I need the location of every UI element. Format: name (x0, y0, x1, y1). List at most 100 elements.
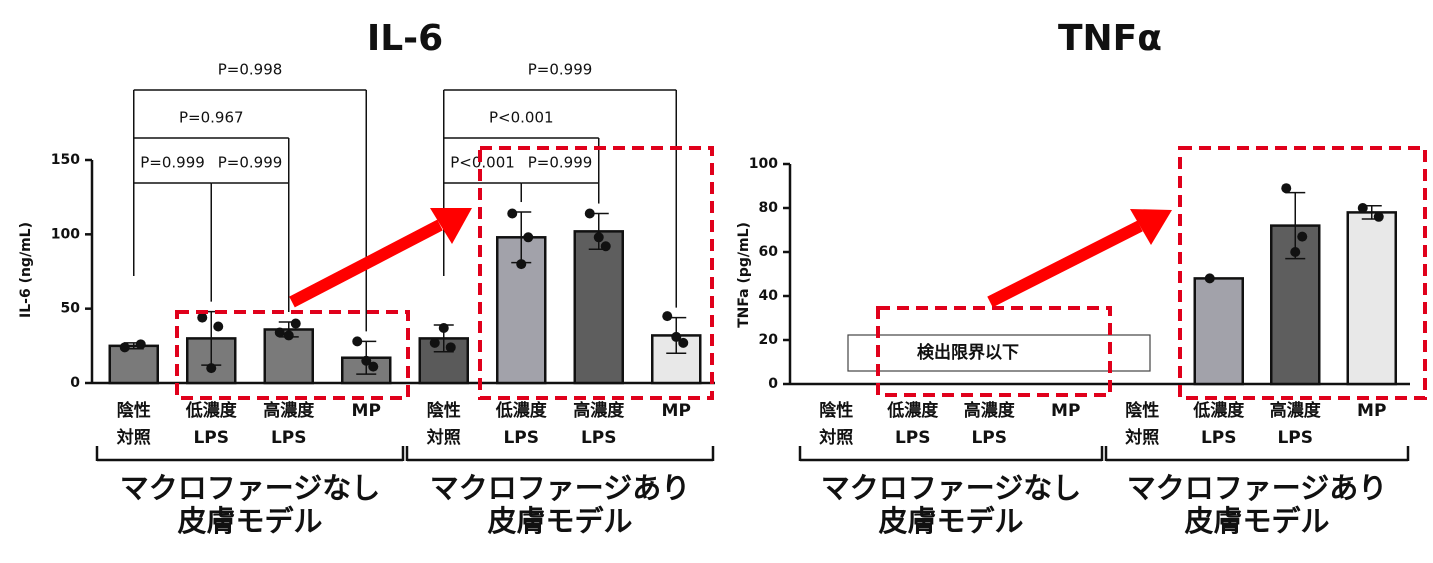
arrow-head (1130, 209, 1172, 245)
group-label: マクロファージなし (120, 471, 380, 505)
x-tick-label: 陰性 (117, 400, 151, 421)
comparison-label: P=0.999 (528, 154, 593, 172)
data-point (507, 208, 518, 219)
y-axis-label: IL-6 (ng/mL) (18, 222, 34, 318)
x-tick-label: MP (352, 401, 381, 421)
chart-title: IL-6 (367, 18, 443, 59)
data-point (671, 331, 682, 342)
highlight-box (478, 146, 714, 400)
x-tick-label: LPS (581, 428, 617, 448)
data-point (1281, 183, 1292, 194)
x-tick-label: MP (1357, 401, 1386, 421)
arrow (289, 219, 443, 308)
comparison-label: P<0.001 (489, 109, 554, 127)
x-tick-label: 対照 (818, 427, 853, 448)
y-tick-label: 100 (51, 226, 80, 242)
data-point (523, 232, 534, 243)
data-point (445, 342, 456, 353)
x-tick-label: 対照 (1124, 427, 1159, 448)
comparison-label: P<0.001 (450, 154, 515, 172)
data-point (283, 330, 294, 341)
group-label: 皮膚モデル (878, 504, 1023, 538)
x-tick-label: LPS (895, 428, 931, 448)
arrow-head (430, 208, 472, 244)
x-tick-label: 陰性 (1125, 400, 1159, 421)
data-point (678, 337, 689, 348)
x-tick-label: 低濃度 (1192, 400, 1245, 421)
data-point (1357, 203, 1368, 213)
group-label: 皮膚モデル (487, 504, 632, 538)
data-point (290, 318, 301, 329)
x-tick-label: 陰性 (819, 400, 853, 421)
group-label: 皮膚モデル (177, 504, 322, 538)
comparison-label: P=0.967 (179, 109, 244, 127)
x-tick-label: LPS (1201, 428, 1237, 448)
x-tick-label: 対照 (116, 427, 151, 448)
highlights (175, 146, 1427, 400)
group-label: マクロファージあり (430, 471, 690, 505)
data-point (197, 312, 208, 323)
highlight-box (175, 310, 410, 400)
group-label: マクロファージあり (1127, 471, 1387, 505)
data-point (119, 342, 130, 353)
data-point (1297, 231, 1308, 242)
x-tick-label: LPS (971, 428, 1007, 448)
x-tick-label: 高濃度 (1270, 400, 1322, 421)
comparison-label: P=0.999 (218, 154, 283, 172)
bar (1346, 211, 1397, 386)
data-point (1290, 247, 1301, 257)
x-tick-label: LPS (193, 428, 229, 448)
group-label: マクロファージなし (821, 471, 1081, 505)
bar (108, 344, 159, 385)
y-tick-label: 20 (759, 332, 779, 348)
bar (573, 230, 624, 385)
y-axis-label: TNFa (pg/mL) (736, 222, 752, 328)
chart-title: TNFα (1058, 18, 1162, 59)
x-tick-label: 陰性 (427, 400, 461, 421)
y-tick-label: 0 (70, 375, 80, 391)
data-point (135, 339, 146, 350)
x-tick-label: 対照 (426, 427, 461, 448)
y-tick-label: 150 (51, 152, 80, 168)
data-point (600, 241, 611, 252)
highlight-box (1178, 146, 1427, 400)
bar (1193, 277, 1244, 386)
data-point (368, 361, 379, 372)
x-tick-label: MP (1051, 401, 1080, 421)
x-tick-label: MP (662, 401, 691, 421)
detection-limit-box (847, 334, 1151, 372)
data-point (593, 232, 604, 243)
comparison-label: P=0.998 (218, 61, 283, 79)
data-point (213, 321, 224, 332)
x-tick-label: LPS (503, 428, 539, 448)
y-tick-label: 60 (759, 244, 779, 260)
arrow (987, 220, 1143, 308)
x-tick-label: 高濃度 (964, 400, 1016, 421)
highlight-box (876, 306, 1112, 397)
comparison-label: P=0.999 (140, 154, 205, 172)
x-tick-label: LPS (1277, 428, 1313, 448)
data-point (274, 327, 285, 338)
y-tick-label: 0 (768, 376, 778, 392)
y-tick-label: 100 (749, 156, 778, 172)
x-tick-label: 低濃度 (495, 400, 548, 421)
x-tick-label: LPS (271, 428, 307, 448)
data-point (352, 336, 363, 347)
detection-limit-label: 検出限界以下 (917, 342, 1019, 363)
y-tick-label: 80 (759, 200, 779, 216)
data-point (438, 322, 449, 333)
y-tick-label: 40 (759, 288, 779, 304)
data-point (1373, 211, 1384, 222)
data-point (429, 337, 440, 348)
y-tick-label: 50 (61, 301, 81, 317)
x-tick-label: 低濃度 (886, 400, 939, 421)
data-point (206, 363, 217, 374)
data-point (584, 208, 595, 219)
data-point (662, 311, 673, 322)
x-tick-label: 高濃度 (573, 400, 625, 421)
data-point (1204, 273, 1215, 284)
data-point (516, 259, 527, 270)
group-label: 皮膚モデル (1184, 504, 1329, 538)
x-tick-label: 高濃度 (263, 400, 315, 421)
